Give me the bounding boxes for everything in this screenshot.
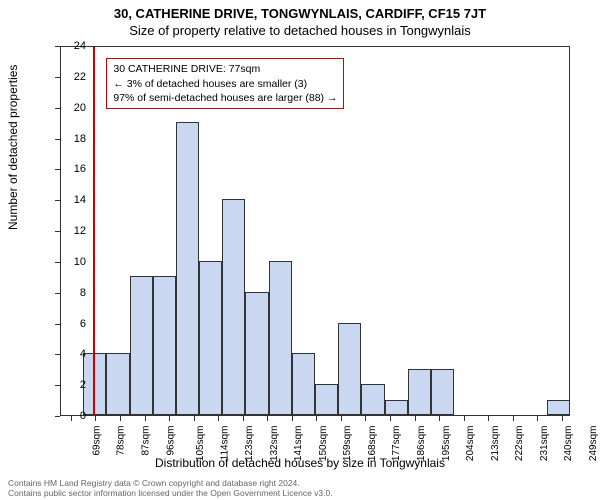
y-tick-label: 0 xyxy=(56,410,86,422)
info-line1: 30 CATHERINE DRIVE: 77sqm xyxy=(113,62,337,76)
y-tick-label: 20 xyxy=(56,102,86,114)
footer-line1: Contains HM Land Registry data © Crown c… xyxy=(8,478,333,488)
x-tick-label: 96sqm xyxy=(165,426,176,456)
x-tick-label: 69sqm xyxy=(91,426,102,456)
x-tick-mark xyxy=(243,416,244,421)
y-tick-label: 12 xyxy=(56,225,86,237)
histogram-bar xyxy=(153,276,176,415)
chart-subtitle: Size of property relative to detached ho… xyxy=(0,21,600,38)
x-axis-label: Distribution of detached houses by size … xyxy=(0,456,600,470)
x-tick-mark xyxy=(464,416,465,421)
histogram-bar xyxy=(83,353,106,415)
x-tick-mark xyxy=(292,416,293,421)
footer-attribution: Contains HM Land Registry data © Crown c… xyxy=(8,478,333,498)
x-tick-mark xyxy=(218,416,219,421)
histogram-bar xyxy=(361,384,384,415)
x-tick-mark xyxy=(194,416,195,421)
x-tick-mark xyxy=(390,416,391,421)
histogram-bar xyxy=(547,400,570,415)
y-tick-label: 24 xyxy=(56,40,86,52)
x-tick-mark xyxy=(267,416,268,421)
histogram-bar xyxy=(222,199,245,415)
x-tick-mark xyxy=(169,416,170,421)
x-tick-mark xyxy=(488,416,489,421)
y-tick-label: 18 xyxy=(56,133,86,145)
histogram-bar xyxy=(130,276,153,415)
x-tick-mark xyxy=(145,416,146,421)
x-tick-mark xyxy=(341,416,342,421)
y-tick-label: 2 xyxy=(56,379,86,391)
y-tick-label: 22 xyxy=(56,71,86,83)
y-tick-label: 10 xyxy=(56,256,86,268)
histogram-bar xyxy=(106,353,129,415)
x-tick-mark xyxy=(537,416,538,421)
histogram-bar xyxy=(245,292,268,415)
histogram-bar xyxy=(408,369,431,415)
x-tick-mark xyxy=(439,416,440,421)
chart-area: 69sqm78sqm87sqm96sqm105sqm114sqm123sqm13… xyxy=(60,46,570,416)
x-tick-mark xyxy=(562,416,563,421)
y-tick-label: 16 xyxy=(56,163,86,175)
histogram-bar xyxy=(385,400,408,415)
y-axis-label: Number of detached properties xyxy=(6,65,20,230)
histogram-bar xyxy=(292,353,315,415)
y-tick-label: 4 xyxy=(56,348,86,360)
x-tick-mark xyxy=(415,416,416,421)
footer-line2: Contains public sector information licen… xyxy=(8,488,333,498)
y-tick-label: 14 xyxy=(56,194,86,206)
info-line3: 97% of semi-detached houses are larger (… xyxy=(113,91,337,105)
histogram-bar xyxy=(176,122,199,415)
histogram-bar xyxy=(199,261,222,415)
info-box: 30 CATHERINE DRIVE: 77sqm← 3% of detache… xyxy=(106,58,344,109)
info-line2: ← 3% of detached houses are smaller (3) xyxy=(113,77,337,91)
x-tick-mark xyxy=(365,416,366,421)
x-tick-mark xyxy=(120,416,121,421)
address-title: 30, CATHERINE DRIVE, TONGWYNLAIS, CARDIF… xyxy=(0,0,600,21)
histogram-bar xyxy=(315,384,338,415)
x-tick-label: 87sqm xyxy=(141,426,152,456)
x-tick-mark xyxy=(513,416,514,421)
x-tick-label: 78sqm xyxy=(116,426,127,456)
chart-container: 30, CATHERINE DRIVE, TONGWYNLAIS, CARDIF… xyxy=(0,0,600,500)
y-tick-label: 8 xyxy=(56,287,86,299)
y-tick-label: 6 xyxy=(56,318,86,330)
histogram-bar xyxy=(269,261,292,415)
histogram-bar xyxy=(338,323,361,416)
property-marker-line xyxy=(93,47,95,415)
x-tick-mark xyxy=(95,416,96,421)
histogram-bar xyxy=(431,369,454,415)
x-tick-mark xyxy=(316,416,317,421)
